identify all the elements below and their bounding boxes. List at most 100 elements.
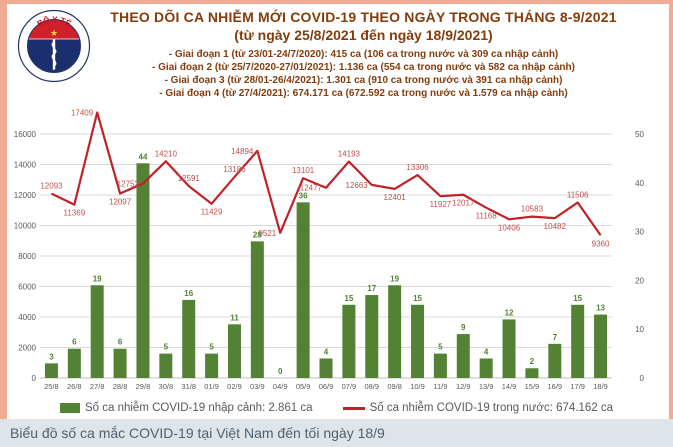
bar-value-label: 5 [164, 343, 169, 352]
bar-value-label: 5 [209, 343, 214, 352]
bar-value-label: 28 [253, 230, 262, 239]
x-axis-tick-label: 30/8 [159, 382, 174, 391]
x-axis-tick-label: 27/8 [90, 382, 105, 391]
x-axis-tick-label: 09/8 [387, 382, 402, 391]
line-value-label: 10406 [498, 223, 521, 232]
svg-text:BỘ Y TẾ: BỘ Y TẾ [36, 15, 74, 29]
ministry-of-health-logo: ★ BỘ Y TẾ MINISTRY OF HEALTH [14, 6, 94, 86]
x-axis-tick-label: 15/9 [525, 382, 540, 391]
bar-value-label: 36 [299, 191, 308, 200]
x-axis-tick-label: 06/9 [319, 382, 334, 391]
bar-31/8 [182, 299, 196, 378]
legend-line-label: Số ca nhiễm COVID-19 trong nước: 674.162… [369, 402, 614, 414]
bar-value-label: 16 [184, 289, 193, 298]
line-value-label: 12093 [40, 182, 63, 191]
covid-combo-chart: 0 2000 4000 6000 8000 10000 12000 14000 16000 0 10… [8, 103, 668, 395]
line-value-label: 14894 [231, 147, 254, 156]
bar-15/9 [525, 368, 539, 378]
legend-item-imported: Số ca nhiễm COVID-19 nhập cảnh: 2.861 ca [59, 402, 313, 414]
bar-value-label: 0 [278, 367, 283, 376]
line-value-label: 11369 [63, 209, 85, 218]
x-axis-tick-label: 13/9 [479, 382, 494, 391]
chart-legend: Số ca nhiễm COVID-19 nhập cảnh: 2.861 ca… [0, 398, 673, 418]
x-axis-tick-label: 02/9 [227, 382, 242, 391]
right-axis-tick-label: 10 [635, 325, 644, 334]
bar-13/9 [479, 358, 493, 378]
right-axis-tick-label: 20 [635, 276, 644, 285]
star-icon: ★ [50, 28, 58, 38]
line-value-label: 12097 [109, 198, 132, 207]
bar-29/8 [136, 163, 150, 378]
bar-27/8 [90, 285, 104, 378]
bar-value-label: 19 [390, 274, 399, 283]
bar-08/9 [365, 295, 379, 378]
left-axis-tick-label: 8000 [18, 252, 36, 261]
line-value-label: 12017 [452, 199, 475, 208]
bar-value-label: 7 [553, 333, 558, 342]
chart-title-line1: THEO DÕI CA NHIỄM MỚI COVID-19 THEO NGÀY… [110, 9, 617, 25]
x-axis-tick-label: 26/8 [67, 382, 82, 391]
x-axis-tick-label: 11/9 [433, 382, 447, 391]
bar-02/9 [227, 324, 241, 378]
ministry-of-health-emblem: ★ BỘ Y TẾ MINISTRY OF HEALTH [17, 9, 91, 83]
legend-line-swatch-icon [342, 406, 365, 410]
page-border-top [0, 0, 673, 4]
bar-30/8 [159, 353, 173, 378]
line-value-label: 10482 [544, 222, 567, 231]
bar-value-label: 6 [72, 338, 77, 347]
chart-title-line2: (từ ngày 25/8/2021 đến ngày 18/9/2021) [234, 27, 493, 43]
bar-value-label: 15 [413, 294, 422, 303]
bar-05/9 [296, 202, 310, 378]
bar-14/9 [502, 319, 516, 378]
x-axis-tick-label: 07/9 [342, 382, 357, 391]
bar-value-label: 2 [530, 357, 535, 366]
bar-value-label: 5 [438, 343, 443, 352]
page-border-left [0, 0, 7, 419]
bar-18/9 [594, 314, 608, 378]
x-axis-tick-label: 12/9 [456, 382, 471, 391]
bar-09/8 [388, 285, 402, 378]
left-axis-tick-label: 4000 [18, 313, 36, 322]
logo-top-text: BỘ Y TẾ [36, 15, 74, 29]
bar-value-label: 15 [573, 294, 582, 303]
bar-10/9 [411, 304, 425, 378]
phase-2-line: - Giai đoạn 2 (từ 25/7/2020-27/01/2021):… [152, 62, 575, 73]
line-value-label: 12663 [346, 181, 369, 190]
bar-value-label: 19 [93, 274, 102, 283]
bar-16/9 [548, 343, 562, 378]
bar-26/8 [67, 348, 81, 378]
bar-value-label: 6 [118, 338, 123, 347]
left-axis-tick-label: 12000 [14, 191, 37, 200]
x-axis-tick-label: 28/8 [113, 382, 128, 391]
left-axis-tick-label: 2000 [18, 344, 36, 353]
bar-03/9 [250, 241, 264, 378]
x-axis-tick-label: 18/9 [593, 382, 608, 391]
line-value-label: 9521 [258, 229, 276, 238]
phase-3-line: - Giai đoạn 3 (từ 28/01-26/4/2021): 1.30… [164, 75, 563, 86]
x-axis-tick-label: 31/8 [181, 382, 196, 391]
domestic-cases-line [50, 111, 602, 236]
bar-value-label: 9 [461, 323, 466, 332]
rod-of-asclepius-icon [51, 41, 57, 67]
legend-item-domestic: Số ca nhiễm COVID-19 trong nước: 674.162… [342, 402, 614, 414]
bar-value-label: 12 [505, 308, 514, 317]
left-axis-tick-label: 16000 [14, 130, 37, 139]
bar-07/9 [342, 304, 356, 378]
bar-value-label: 44 [139, 152, 148, 161]
bar-11/9 [433, 353, 447, 378]
x-axis-tick-label: 05/9 [296, 382, 311, 391]
x-axis-tick-label: 10/9 [410, 382, 425, 391]
bar-17/9 [571, 304, 585, 378]
phase-1-line: - Giai đoạn 1 (từ 23/01-24/7/2020): 415 … [168, 49, 559, 60]
x-axis-tick-label: 29/8 [136, 382, 151, 391]
bar-28/8 [113, 348, 127, 378]
bar-12/9 [456, 334, 470, 378]
line-value-label: 11168 [476, 212, 498, 221]
line-value-label: 12477 [300, 184, 323, 193]
bar-01/9 [205, 353, 219, 378]
bar-value-label: 13 [596, 304, 605, 313]
legend-bar-label: Số ca nhiễm COVID-19 nhập cảnh: 2.861 ca [84, 402, 313, 414]
bar-value-label: 4 [324, 347, 329, 356]
chart-header: THEO DÕI CA NHIỄM MỚI COVID-19 THEO NGÀY… [60, 9, 667, 100]
right-axis-tick-label: 0 [640, 374, 645, 383]
